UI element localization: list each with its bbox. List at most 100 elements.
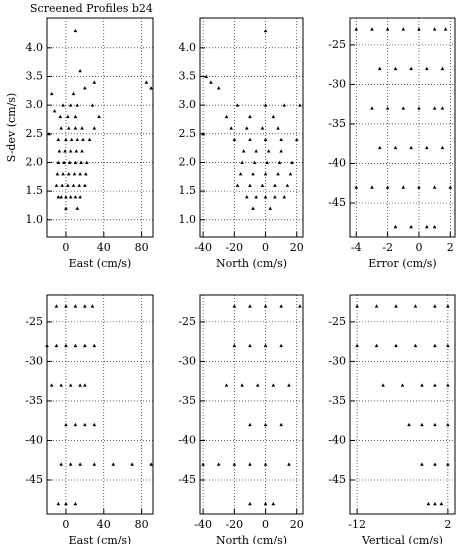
x-tick-label: -2 bbox=[382, 241, 393, 254]
data-point bbox=[61, 103, 65, 107]
x-tick-label: 80 bbox=[135, 518, 149, 531]
data-point bbox=[84, 172, 88, 176]
data-point bbox=[374, 343, 379, 348]
data-point bbox=[78, 172, 82, 176]
y-tick-label: -30 bbox=[25, 354, 43, 367]
x-tick-label: -20 bbox=[225, 518, 243, 531]
data-point bbox=[263, 462, 268, 466]
data-point bbox=[59, 195, 63, 199]
data-point bbox=[83, 86, 87, 90]
data-point bbox=[417, 27, 421, 31]
data-point bbox=[56, 137, 61, 142]
data-point bbox=[260, 126, 265, 130]
data-point bbox=[440, 145, 445, 150]
data-point bbox=[407, 422, 411, 427]
data-point bbox=[385, 27, 390, 31]
data-point bbox=[440, 106, 445, 110]
data-point bbox=[263, 28, 268, 33]
data-point bbox=[73, 160, 78, 164]
data-point bbox=[433, 383, 437, 387]
data-point bbox=[240, 160, 244, 164]
y-tick-label: 1.0 bbox=[26, 213, 44, 226]
data-point bbox=[282, 195, 287, 199]
plot-frame bbox=[46, 294, 154, 515]
data-point bbox=[64, 422, 68, 427]
y-tick-label: -40 bbox=[25, 433, 43, 446]
data-point bbox=[263, 422, 268, 427]
data-point bbox=[79, 160, 83, 164]
data-point bbox=[273, 183, 277, 187]
data-point bbox=[235, 183, 240, 187]
y-tick-label: -45 bbox=[178, 473, 196, 486]
x-tick-label: 40 bbox=[97, 241, 111, 254]
data-point bbox=[59, 462, 63, 466]
plot-frame bbox=[349, 17, 456, 238]
data-point bbox=[201, 462, 205, 466]
data-point bbox=[73, 195, 78, 199]
data-point bbox=[385, 106, 390, 110]
data-point bbox=[277, 160, 282, 164]
data-point bbox=[58, 114, 63, 119]
x-axis-label: North (cm/s) bbox=[216, 257, 287, 270]
data-point bbox=[49, 91, 54, 96]
y-tick-label: -25 bbox=[328, 38, 346, 51]
y-tick-label: -25 bbox=[25, 315, 43, 328]
data-point bbox=[370, 106, 374, 110]
data-point bbox=[248, 114, 252, 119]
x-tick-label: -20 bbox=[225, 241, 243, 254]
data-point bbox=[266, 149, 271, 153]
data-point bbox=[57, 149, 62, 153]
data-point bbox=[229, 126, 234, 130]
data-point bbox=[393, 224, 398, 229]
data-point bbox=[248, 501, 252, 506]
data-point bbox=[80, 149, 84, 153]
data-point bbox=[69, 137, 74, 142]
data-point bbox=[440, 66, 445, 71]
data-point bbox=[254, 195, 258, 199]
x-tick-label: 0 bbox=[262, 518, 269, 531]
data-point bbox=[83, 383, 87, 387]
data-point bbox=[235, 103, 240, 107]
data-point bbox=[73, 501, 78, 506]
data-point bbox=[288, 172, 293, 176]
data-point bbox=[74, 149, 79, 153]
y-tick-label: 2.5 bbox=[26, 127, 44, 140]
data-point bbox=[66, 172, 71, 176]
data-point bbox=[90, 304, 95, 308]
data-point bbox=[439, 501, 444, 506]
data-point bbox=[204, 74, 209, 78]
data-point bbox=[83, 183, 87, 187]
data-point bbox=[144, 80, 149, 84]
x-tick-label: 2 bbox=[447, 241, 454, 254]
y-tick-label: 4.0 bbox=[26, 41, 44, 54]
data-point bbox=[279, 304, 283, 308]
data-point bbox=[385, 185, 390, 189]
data-point bbox=[92, 126, 97, 130]
y-tick-label: -45 bbox=[25, 473, 43, 486]
data-point bbox=[68, 149, 73, 153]
data-point bbox=[54, 343, 59, 348]
data-point bbox=[370, 185, 374, 189]
data-point bbox=[265, 160, 269, 164]
data-point bbox=[73, 304, 78, 308]
data-point bbox=[209, 80, 213, 84]
data-point bbox=[381, 383, 385, 387]
data-point bbox=[417, 106, 421, 110]
data-point bbox=[66, 114, 70, 119]
data-point bbox=[401, 185, 406, 189]
data-point bbox=[409, 66, 413, 71]
x-axis-label: East (cm/s) bbox=[69, 257, 132, 270]
data-point bbox=[255, 383, 260, 387]
data-point bbox=[248, 183, 252, 187]
data-point bbox=[64, 137, 68, 142]
data-point bbox=[424, 145, 429, 150]
data-point bbox=[443, 27, 448, 31]
data-point bbox=[75, 206, 80, 210]
data-point bbox=[73, 343, 78, 348]
data-point bbox=[68, 462, 73, 466]
x-tick-label: 80 bbox=[135, 241, 149, 254]
data-point bbox=[433, 304, 437, 308]
data-point bbox=[393, 145, 398, 150]
data-point bbox=[433, 462, 437, 466]
data-point bbox=[433, 501, 437, 506]
